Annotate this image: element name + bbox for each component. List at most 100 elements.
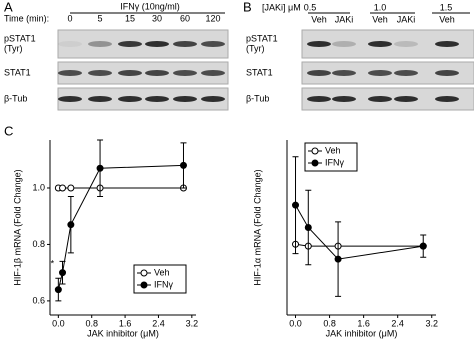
lane-label: 120 [205, 13, 220, 23]
blot-band [173, 96, 197, 102]
blot-band [118, 96, 142, 102]
lane-label: Veh [439, 14, 455, 24]
blot-band [201, 41, 225, 47]
blot-band [201, 96, 225, 102]
row-label: pSTAT1 [4, 33, 36, 43]
data-point [96, 164, 104, 172]
blot-band [58, 96, 82, 102]
series-line [295, 204, 424, 260]
y-axis-label: HIF-1β mRNA (Fold Change) [12, 169, 22, 285]
x-tick-label: 0.8 [85, 318, 98, 328]
conc-label: [JAKi] μM [262, 2, 301, 12]
blot-band [332, 96, 356, 102]
data-point [54, 286, 62, 294]
blot-band [58, 70, 82, 76]
row-label: β-Tub [246, 93, 269, 103]
legend-label: IFNγ [325, 157, 344, 167]
blot-band [307, 70, 331, 76]
time-label: Time (min): [4, 13, 49, 23]
lane-label: 60 [180, 13, 190, 23]
blot-strip [57, 29, 229, 59]
blot-band [435, 96, 459, 102]
legend-marker [311, 147, 319, 155]
lane-label: Veh [311, 14, 327, 24]
x-axis-label: JAK inhibitor (μM) [326, 328, 398, 338]
panel-letter: C [4, 123, 13, 138]
lane-label: JAKi [397, 14, 416, 24]
blot-band [58, 41, 82, 47]
data-point [179, 161, 187, 169]
blot-band [394, 96, 418, 102]
x-tick-label: 0.0 [52, 318, 65, 328]
legend-marker [140, 269, 148, 277]
conc-value: 1.0 [374, 2, 387, 12]
annotation: * [51, 259, 55, 269]
panel-letter: B [243, 0, 252, 14]
blot-band [173, 41, 197, 47]
blot-band [145, 41, 169, 47]
conc-value: 1.5 [440, 2, 453, 12]
blot-band [332, 70, 356, 76]
blot-band [307, 41, 331, 47]
y-axis-label: HIF-1α mRNA (Fold Change) [252, 169, 262, 285]
blot-band [368, 41, 392, 47]
data-point [292, 201, 300, 209]
blot-band [394, 41, 418, 47]
x-tick-label: 3.2 [186, 318, 199, 328]
blot-band [88, 41, 112, 47]
blot-band [173, 70, 197, 76]
x-tick-label: 2.4 [391, 318, 404, 328]
treatment-label: IFNγ (10ng/ml) [120, 1, 180, 11]
legend-marker [140, 281, 148, 289]
data-point [419, 242, 427, 250]
blot-band [145, 96, 169, 102]
data-point [67, 221, 75, 229]
lane-label: Veh [372, 14, 388, 24]
y-tick-label: 1.0 [32, 182, 45, 192]
lane-label: JAKi [335, 14, 354, 24]
blot-band [118, 41, 142, 47]
legend-label: IFNγ [154, 279, 173, 289]
blot-band [145, 70, 169, 76]
lane-label: 15 [125, 13, 135, 23]
row-label: STAT1 [246, 67, 273, 77]
panel-letter: A [4, 0, 13, 14]
row-label: pSTAT1 [246, 33, 278, 43]
x-tick-label: 1.6 [119, 318, 132, 328]
blot-band [368, 96, 392, 102]
row-label: STAT1 [4, 67, 31, 77]
x-tick-label: 0.0 [289, 318, 302, 328]
blot-band [368, 70, 392, 76]
legend-label: Veh [325, 145, 341, 155]
lane-label: 5 [97, 13, 102, 23]
legend-label: Veh [154, 267, 170, 277]
legend-box [304, 142, 358, 172]
x-tick-label: 2.4 [152, 318, 165, 328]
conc-value: 0.5 [304, 2, 317, 12]
x-tick-label: 0.8 [323, 318, 336, 328]
blot-band [332, 41, 356, 47]
row-label: (Tyr) [4, 43, 23, 53]
lane-label: 0 [67, 13, 72, 23]
legend-marker [311, 159, 319, 167]
row-label: (Tyr) [246, 43, 265, 53]
row-label: β-Tub [4, 93, 27, 103]
x-axis-label: JAK inhibitor (μM) [87, 328, 159, 338]
data-point [59, 269, 67, 277]
blot-band [201, 70, 225, 76]
data-point [67, 184, 75, 192]
data-point [59, 184, 67, 192]
x-tick-label: 1.6 [357, 318, 370, 328]
blot-band [435, 41, 459, 47]
legend-box [133, 264, 187, 294]
x-tick-label: 3.2 [425, 318, 438, 328]
y-tick-label: 0.8 [32, 239, 45, 249]
blot-band [307, 96, 331, 102]
data-point [334, 255, 342, 263]
blot-band [435, 70, 459, 76]
series-line [295, 243, 424, 247]
y-tick-label: 0.6 [32, 295, 45, 305]
blot-band [118, 70, 142, 76]
lane-label: 30 [152, 13, 162, 23]
